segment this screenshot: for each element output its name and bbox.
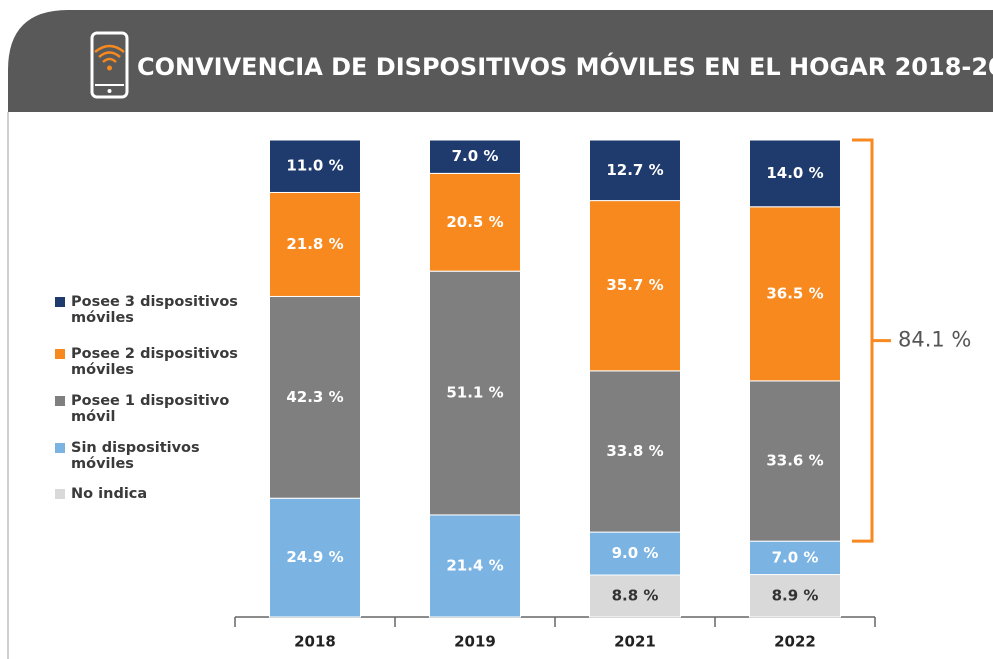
data-label: 8.9 % — [772, 586, 819, 604]
x-tick-label: 2021 — [614, 633, 656, 651]
bar-segment — [749, 380, 841, 542]
legend-swatch — [55, 443, 65, 453]
data-label: 12.7 % — [606, 161, 663, 179]
annotation: 84.1 % — [898, 328, 971, 352]
x-tick-label: 2019 — [454, 633, 496, 651]
bar-segment — [749, 540, 841, 576]
bar-segment — [749, 206, 841, 382]
bar-segment — [749, 574, 841, 618]
legend-label: Posee 2 dispositivos móviles — [71, 346, 238, 378]
bar-segment — [429, 270, 521, 516]
bar-segment — [749, 139, 841, 208]
x-tick-label: 2022 — [774, 633, 816, 651]
bar-segment — [589, 574, 681, 618]
data-label: 21.4 % — [446, 556, 503, 574]
legend-entry: Posee 3 dispositivos móviles — [55, 294, 251, 326]
legend-swatch — [55, 349, 65, 359]
bar-segment — [269, 295, 361, 499]
legend-entry: Posee 2 dispositivos móviles — [55, 346, 251, 378]
bar-segment — [429, 139, 521, 174]
bar-segment — [269, 497, 361, 618]
bar-segment — [589, 200, 681, 372]
data-label: 8.8 % — [612, 587, 659, 605]
header — [8, 10, 993, 112]
data-label: 42.3 % — [286, 388, 343, 406]
legend-entry: Posee 1 dispositivo móvil — [55, 393, 251, 425]
data-label: 14.0 % — [766, 164, 823, 182]
legend-entry: Sin dispositivos móviles — [55, 440, 251, 472]
bar-segment — [589, 370, 681, 533]
data-label: 7.0 % — [772, 548, 819, 566]
chart-title: CONVIVENCIA DE DISPOSITIVOS MÓVILES EN E… — [137, 51, 993, 81]
legend-label: Sin dispositivos móviles — [71, 440, 200, 472]
bar-segment — [269, 139, 361, 193]
data-label: 11.0 % — [286, 157, 343, 175]
data-label: 35.7 % — [606, 276, 663, 294]
data-label: 24.9 % — [286, 548, 343, 566]
data-label: 33.8 % — [606, 442, 663, 460]
bar-segment — [269, 191, 361, 297]
data-label: 33.6 % — [766, 452, 823, 470]
legend-label: Posee 1 dispositivo móvil — [71, 393, 230, 425]
bracket — [852, 138, 891, 543]
bar-segment — [589, 139, 681, 202]
bar-segment — [429, 514, 521, 618]
legend-swatch — [55, 489, 65, 499]
data-label: 7.0 % — [452, 147, 499, 165]
legend-swatch — [55, 396, 65, 406]
phone-icon — [90, 31, 129, 99]
data-label: 9.0 % — [612, 544, 659, 562]
bar-segment — [429, 172, 521, 272]
x-tick-label: 2018 — [294, 633, 336, 651]
legend-label: No indica — [71, 486, 148, 502]
legend-entry: No indica — [55, 486, 251, 502]
data-label: 21.8 % — [286, 235, 343, 253]
data-label: 20.5 % — [446, 213, 503, 231]
legend-label: Posee 3 dispositivos móviles — [71, 294, 238, 326]
data-label: 51.1 % — [446, 384, 503, 402]
data-label: 36.5 % — [766, 284, 823, 302]
legend-swatch — [55, 297, 65, 307]
